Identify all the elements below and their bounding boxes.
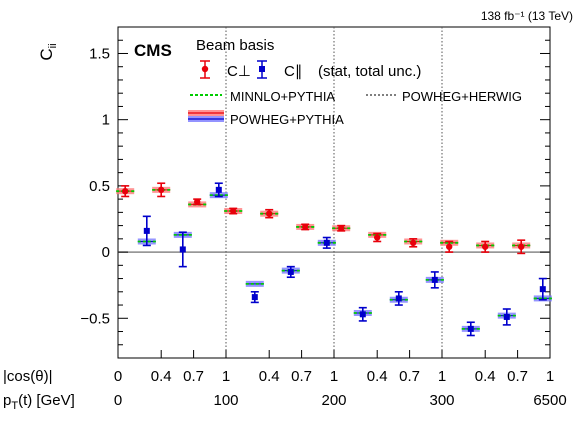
x-pt-tick-label: 100 xyxy=(213,392,238,409)
y-tick-label: −0.5 xyxy=(80,310,110,327)
x-cos-tick-label: 0.7 xyxy=(507,368,528,385)
y-tick-label: 1.5 xyxy=(89,45,110,62)
x-pt-tick-label: 6500 xyxy=(533,392,566,409)
data-point-cpar xyxy=(395,295,402,302)
legend-powheg-band xyxy=(188,110,224,122)
data-point-cperp xyxy=(194,198,201,205)
data-point-cpar xyxy=(179,246,186,253)
x-cos-tick-label: 0.7 xyxy=(291,368,312,385)
x-cos-tick-label: 0 xyxy=(114,368,122,385)
y-axis-label: Cii xyxy=(37,43,59,60)
data-point-cpar xyxy=(467,325,474,332)
data-point-cpar xyxy=(323,239,330,246)
legend: CMS Beam basis C⊥ C∥ (stat, total unc.) … xyxy=(134,37,522,127)
data-point-cpar xyxy=(287,268,294,275)
data-point-cpar xyxy=(215,186,222,193)
x-cos-tick-label: 0.4 xyxy=(259,368,280,385)
x-axis-label-cos: |cos(θ)| xyxy=(3,368,52,385)
data-point-cpar xyxy=(251,294,258,301)
legend-unc-label: (stat, total unc.) xyxy=(318,63,421,80)
x-pt-tick-label: 200 xyxy=(321,392,346,409)
basis-label: Beam basis xyxy=(196,37,274,54)
data-point-cperp xyxy=(410,239,417,247)
data-point-cperp xyxy=(374,234,381,241)
data-point-cperp xyxy=(230,207,237,215)
data-point-cperp xyxy=(338,225,345,232)
svg-text:Cii: Cii xyxy=(37,43,59,60)
x-cos-tick-label: 1 xyxy=(546,368,554,385)
data-point-cpar xyxy=(503,313,510,320)
legend-powheg-label: POWHEG+PYTHIA xyxy=(230,112,344,127)
x-pt-tick-label: 300 xyxy=(429,392,454,409)
data-point-cpar xyxy=(539,286,546,293)
data-point-cperp xyxy=(518,243,525,250)
data-point-cpar xyxy=(143,227,150,234)
lumi-label: 138 fb⁻¹ (13 TeV) xyxy=(481,9,573,23)
x-cos-tick-label: 1 xyxy=(438,368,446,385)
x-cos-tick-label: 0.7 xyxy=(399,368,420,385)
y-tick-label: 0.5 xyxy=(89,178,110,195)
legend-cperp-label: C⊥ xyxy=(227,63,251,80)
data-point-cpar xyxy=(359,311,366,318)
data-point-cperp xyxy=(302,223,309,231)
x-cos-tick-label: 1 xyxy=(330,368,338,385)
legend-cperp-marker xyxy=(200,60,210,79)
x-cos-tick-label: 0.4 xyxy=(475,368,496,385)
data-point-cperp xyxy=(158,186,165,194)
x-cos-tick-label: 0.4 xyxy=(151,368,172,385)
legend-cpar-marker xyxy=(257,60,267,79)
x-cos-tick-label: 0.7 xyxy=(183,368,204,385)
x-pt-tick-label: 0 xyxy=(114,392,122,409)
legend-minnlo-label: MINNLO+PYTHIA xyxy=(230,89,335,104)
legend-herwig-label: POWHEG+HERWIG xyxy=(402,89,522,104)
data-point-cperp xyxy=(266,210,273,217)
y-tick-label: 1 xyxy=(102,112,110,129)
cms-label: CMS xyxy=(134,41,172,60)
x-cos-tick-label: 1 xyxy=(222,368,230,385)
legend-cpar-label: C∥ xyxy=(284,63,302,80)
data-point-cperp xyxy=(122,187,129,195)
data-point-cperp xyxy=(482,243,489,250)
y-tick-label: 0 xyxy=(102,244,110,261)
x-cos-tick-label: 0.4 xyxy=(367,368,388,385)
data-point-cperp xyxy=(446,243,453,250)
data-point-cpar xyxy=(431,276,438,283)
x-axis-label-pt: pT(t) [GeV] xyxy=(3,392,75,412)
